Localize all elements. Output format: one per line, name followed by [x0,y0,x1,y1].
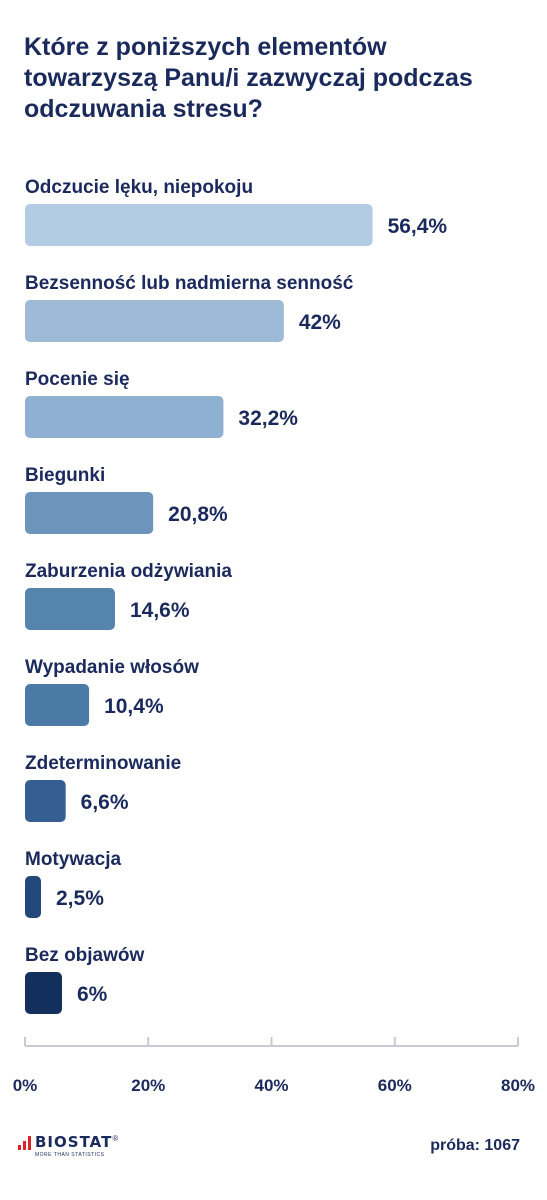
value-label: 10,4% [104,695,164,718]
value-label: 42% [299,311,341,334]
category-label: Bez objawów [25,945,145,966]
x-tick-label: 20% [131,1076,165,1095]
bar [25,204,373,246]
category-label: Biegunki [25,465,105,486]
bar [25,396,224,438]
logo-registered-mark: ® [112,1134,119,1143]
chart-title: Które z poniższych elementów towarzyszą … [24,33,473,123]
value-label: 2,5% [56,887,104,910]
bar [25,780,66,822]
bar-chart: Odczucie lęku, niepokoju 56,4% Bezsenność … [13,177,535,1095]
logo-wordmark: BIOSTAT [35,1133,113,1151]
value-label: 32,2% [238,407,298,430]
value-label: 6,6% [81,791,129,814]
x-tick-label: 0% [13,1076,38,1095]
bar [25,972,62,1014]
value-label: 20,8% [168,503,228,526]
logo-tagline: MORE THAN STATISTICS [35,1152,105,1158]
category-label: Zdeterminowanie [25,753,181,774]
value-label: 14,6% [130,599,190,622]
biostat-logo: BIOSTAT® MORE THAN STATISTICS [18,1134,118,1160]
category-label: Zaburzenia odżywiania [25,561,232,582]
bar [25,588,115,630]
value-label: 6% [77,983,108,1006]
bar [25,300,284,342]
logo-bars-icon [18,1136,31,1150]
category-label: Wypadanie włosów [25,657,199,678]
bar [25,684,90,726]
bar [25,876,41,918]
x-tick-label: 80% [501,1076,535,1095]
category-label: Bezsenność lub nadmierna senność [25,273,354,294]
category-label: Pocenie się [25,369,130,390]
sample-size: próba: 1067 [430,1137,520,1154]
category-label: Odczucie lęku, niepokoju [25,177,253,198]
category-label: Motywacja [25,849,122,870]
value-label: 56,4% [388,215,448,238]
x-tick-label: 60% [378,1076,412,1095]
bar [25,492,154,534]
x-tick-label: 40% [254,1076,288,1095]
